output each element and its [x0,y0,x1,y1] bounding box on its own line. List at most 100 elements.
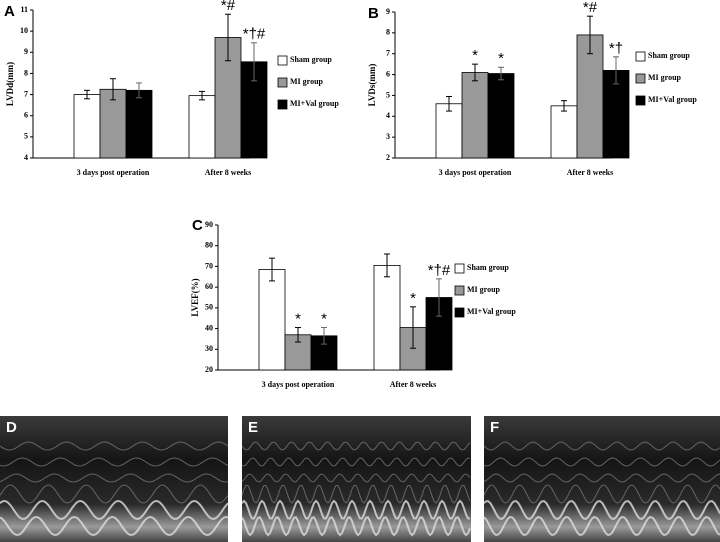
image-label: D [6,419,17,436]
error-bar [321,327,327,345]
y-tick-label: 8 [24,68,28,77]
y-tick-label: 8 [386,28,390,37]
error-bar [251,42,257,82]
legend-label: Sham group [648,51,690,60]
echo-trace [241,499,471,520]
y-tick-label: 6 [24,111,28,120]
error-bar [613,56,619,85]
significance-mark: * [321,311,327,328]
legend-swatch [454,263,465,274]
echo-trace [483,484,720,504]
legend-label: MI+Val group [648,95,697,104]
panel-label: A [4,3,15,20]
legend-label: MI group [648,73,682,82]
echo-image [484,416,720,542]
image-label: E [248,419,258,436]
echo-trace [241,441,471,451]
echo-trace [0,473,229,483]
echo-trace [0,484,229,504]
error-bar [136,82,142,99]
error-bar [498,66,504,81]
echo-trace [241,473,471,483]
echo-trace [241,484,471,504]
significance-mark: *† [609,40,623,57]
y-tick-label: 3 [386,132,390,141]
error-bar [84,89,90,100]
legend-swatch [277,99,288,110]
legend-swatch [635,73,646,84]
significance-mark: *†# [243,26,266,43]
error-bar [561,100,567,112]
legend-swatch [635,51,646,62]
echo-trace [483,516,720,536]
x-tick-label: 3 days post operation [439,168,512,177]
y-tick-label: 30 [205,344,213,353]
echo-trace [0,499,229,520]
y-tick-label: 60 [205,282,213,291]
significance-mark: * [498,50,504,67]
y-tick-label: 5 [24,132,28,141]
panel-label: C [192,217,203,234]
echo-image [0,416,228,542]
echo-trace [483,473,720,483]
bar [73,94,101,159]
y-tick-label: 40 [205,323,213,332]
x-tick-label: After 8 weeks [390,380,437,389]
legend-label: MI group [290,77,324,86]
echo-trace [0,457,229,467]
error-bar [199,90,205,101]
bar [188,95,216,159]
echo-trace [483,500,720,520]
y-tick-label: 7 [386,49,390,58]
y-tick-label: 4 [386,111,390,120]
y-axis-label: LVEF(%) [190,278,200,316]
echo-trace [483,457,720,467]
y-tick-label: 7 [24,89,28,98]
error-bar [587,15,593,55]
legend-label: MI+Val group [467,307,516,316]
legend-label: Sham group [290,55,332,64]
bar [435,103,463,159]
significance-mark: *# [221,0,236,14]
y-tick-label: 9 [24,47,28,56]
y-tick-label: 90 [205,220,213,229]
y-tick-label: 6 [386,69,390,78]
error-bar [436,278,442,317]
image-label: F [490,419,499,436]
bar [550,105,578,159]
bar [258,269,286,371]
x-tick-label: 3 days post operation [77,168,150,177]
y-axis-label: LVDd(mm) [5,62,15,106]
significance-mark: * [295,311,301,328]
bar [602,70,630,159]
echo-trace [483,441,720,451]
echo-trace [241,457,471,467]
error-bar [295,327,301,343]
y-tick-label: 50 [205,303,213,312]
echo-trace [0,441,229,451]
y-tick-label: 20 [205,365,213,374]
y-axis-label: LVDs(mm) [367,64,377,107]
y-tick-label: 80 [205,241,213,250]
y-tick-label: 2 [386,153,390,162]
legend-swatch [454,307,465,318]
y-tick-label: 10 [20,26,28,35]
x-tick-label: After 8 weeks [567,168,614,177]
legend-label: MI group [467,285,501,294]
bar [487,73,515,159]
error-bar [384,253,390,278]
error-bar [446,95,452,112]
legend-label: MI+Val group [290,99,339,108]
y-tick-label: 5 [386,90,390,99]
significance-mark: * [472,47,478,64]
x-tick-label: 3 days post operation [262,380,335,389]
legend-label: Sham group [467,263,509,272]
x-tick-label: After 8 weeks [205,168,252,177]
significance-mark: * [410,290,416,307]
legend-swatch [277,77,288,88]
legend-swatch [454,285,465,296]
panel-label: B [368,5,379,22]
significance-mark: *†# [428,262,451,279]
bar [373,264,401,371]
